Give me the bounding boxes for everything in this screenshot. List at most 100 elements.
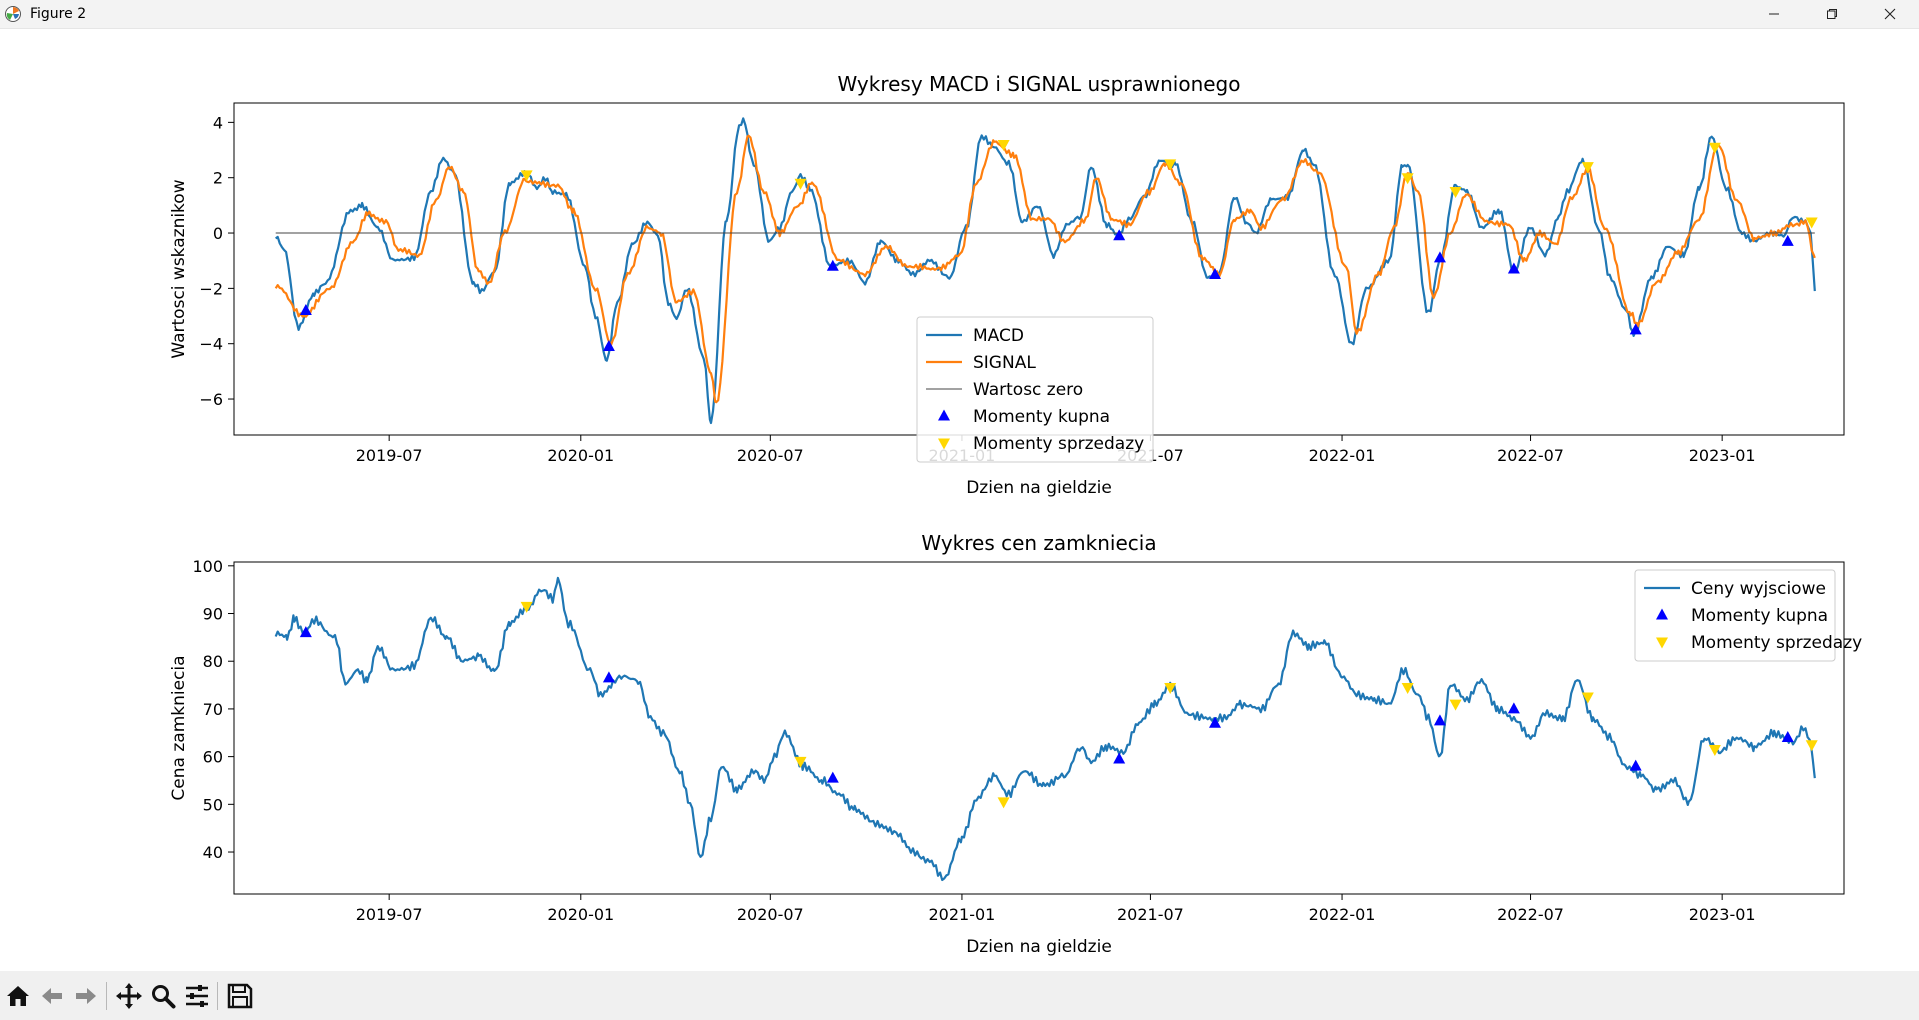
- figure-canvas: Wykresy MACD i SIGNAL usprawnionego Dzien…: [0, 29, 1919, 971]
- back-arrow-icon: [42, 987, 62, 1004]
- buy-marker: [1629, 759, 1642, 771]
- buy-marker: [602, 671, 615, 683]
- sell-marker: [1449, 187, 1462, 199]
- x-tick-label: 2021-07: [1117, 905, 1184, 924]
- maximize-button[interactable]: [1803, 0, 1861, 28]
- legend-box: [1634, 569, 1836, 662]
- x-tick-label: 2020-01: [547, 446, 614, 465]
- legend-swatch: [1656, 637, 1668, 649]
- sell-marker: [1401, 682, 1414, 694]
- subplot-2: Wykres cen zamkniecia Dzien na gieldzie Ce…: [169, 531, 1862, 957]
- minimize-icon: [1769, 13, 1779, 15]
- sell-marker: [1401, 173, 1414, 185]
- buy-marker: [1433, 714, 1446, 726]
- legend-swatch: [938, 409, 950, 421]
- sell-marker: [520, 601, 533, 613]
- pan-icon: [116, 982, 142, 1009]
- toolbar-separator: [217, 981, 218, 1010]
- buy-marker: [1113, 752, 1126, 764]
- series-line-macd: [275, 117, 1816, 425]
- legend-label: Wartosc zero: [973, 380, 1083, 400]
- sell-marker: [1805, 740, 1818, 752]
- series-line-signal: [274, 134, 1816, 404]
- toolbar-separator: [106, 981, 107, 1010]
- figure-svg: Wykresy MACD i SIGNAL usprawnionego Dzien…: [169, 72, 1862, 957]
- buy-marker: [299, 304, 312, 315]
- save-icon: [227, 983, 253, 1008]
- x-tick-label: 2020-07: [737, 905, 804, 924]
- configure-subplots-button[interactable]: [181, 980, 213, 1012]
- buy-marker: [1781, 731, 1794, 743]
- x-tick-label: 2022-01: [1309, 905, 1376, 924]
- y-tick-label: 100: [192, 557, 223, 576]
- window-controls: [1745, 0, 1919, 28]
- buy-marker: [1507, 262, 1520, 274]
- save-button[interactable]: [224, 980, 256, 1012]
- buy-marker: [826, 259, 839, 271]
- window-titlebar: Figure 2: [0, 0, 1919, 29]
- legend-label: Momenty sprzedazy: [973, 434, 1144, 454]
- home-button[interactable]: [2, 980, 34, 1012]
- x-tick-label: 2022-01: [1309, 446, 1376, 465]
- x-tick-label: 2020-01: [547, 905, 614, 924]
- window-title: Figure 2: [30, 6, 87, 22]
- buy-marker: [1507, 702, 1520, 714]
- x-tick-label: 2022-07: [1497, 446, 1564, 465]
- forward-button[interactable]: [70, 980, 102, 1012]
- sell-marker: [520, 170, 533, 182]
- pan-button[interactable]: [113, 980, 145, 1012]
- maximize-icon: [1827, 9, 1837, 19]
- sell-marker: [794, 756, 807, 768]
- x-tick-label: 2020-07: [737, 446, 804, 465]
- configure-subplots-icon: [186, 984, 208, 1007]
- sell-marker: [1164, 682, 1177, 694]
- zoom-icon: [152, 984, 176, 1008]
- legend-label: Momenty kupna: [973, 407, 1110, 427]
- series-layer: [274, 576, 1818, 882]
- legend-box: [916, 316, 1154, 463]
- navigation-toolbar: [0, 971, 1919, 1020]
- x-tick-label: 2023-01: [1689, 446, 1756, 465]
- sell-marker: [1164, 159, 1177, 171]
- y-tick-label: −4: [199, 335, 223, 354]
- minimize-button[interactable]: [1745, 0, 1803, 28]
- zoom-button[interactable]: [147, 980, 179, 1012]
- y-axis-label: Cena zamkniecia: [169, 655, 189, 800]
- legend-swatch: [938, 438, 950, 450]
- sell-marker: [997, 797, 1010, 809]
- x-tick-label: 2019-07: [356, 905, 423, 924]
- y-tick-label: 80: [203, 652, 223, 671]
- y-tick-label: −2: [199, 279, 223, 298]
- back-button[interactable]: [36, 980, 68, 1012]
- buy-marker: [602, 339, 615, 351]
- y-tick-label: 90: [203, 605, 223, 624]
- x-tick-label: 2022-07: [1497, 905, 1564, 924]
- x-axis-label: Dzien na gieldzie: [966, 937, 1112, 957]
- legend-swatch: [1656, 608, 1668, 620]
- x-axis-label: Dzien na gieldzie: [966, 478, 1112, 498]
- matplotlib-icon: [5, 6, 21, 22]
- sell-marker: [1581, 162, 1594, 174]
- y-tick-label: 40: [203, 843, 223, 862]
- x-tick-label: 2019-07: [356, 446, 423, 465]
- buy-marker: [1781, 234, 1794, 246]
- y-tick-label: 4: [213, 113, 223, 132]
- y-tick-label: 60: [203, 748, 223, 767]
- close-icon: [1884, 8, 1896, 20]
- y-tick-label: 0: [213, 224, 223, 243]
- buy-marker: [1433, 251, 1446, 263]
- buy-marker: [1113, 229, 1126, 241]
- legend-label: SIGNAL: [973, 353, 1036, 373]
- home-icon: [7, 985, 29, 1006]
- close-button[interactable]: [1861, 0, 1919, 28]
- legend: MACD SIGNAL Wartosc zero Momenty kupna Momen…: [916, 316, 1154, 463]
- chart-title: Wykresy MACD i SIGNAL usprawnionego: [837, 72, 1240, 96]
- sell-marker: [1581, 692, 1594, 704]
- x-tick-label: 2023-01: [1689, 905, 1756, 924]
- sell-marker: [1449, 699, 1462, 711]
- sell-marker: [997, 140, 1010, 151]
- series-layer: [274, 117, 1818, 425]
- buy-marker: [1629, 323, 1642, 335]
- sell-marker: [1708, 142, 1721, 154]
- y-tick-label: 70: [203, 700, 223, 719]
